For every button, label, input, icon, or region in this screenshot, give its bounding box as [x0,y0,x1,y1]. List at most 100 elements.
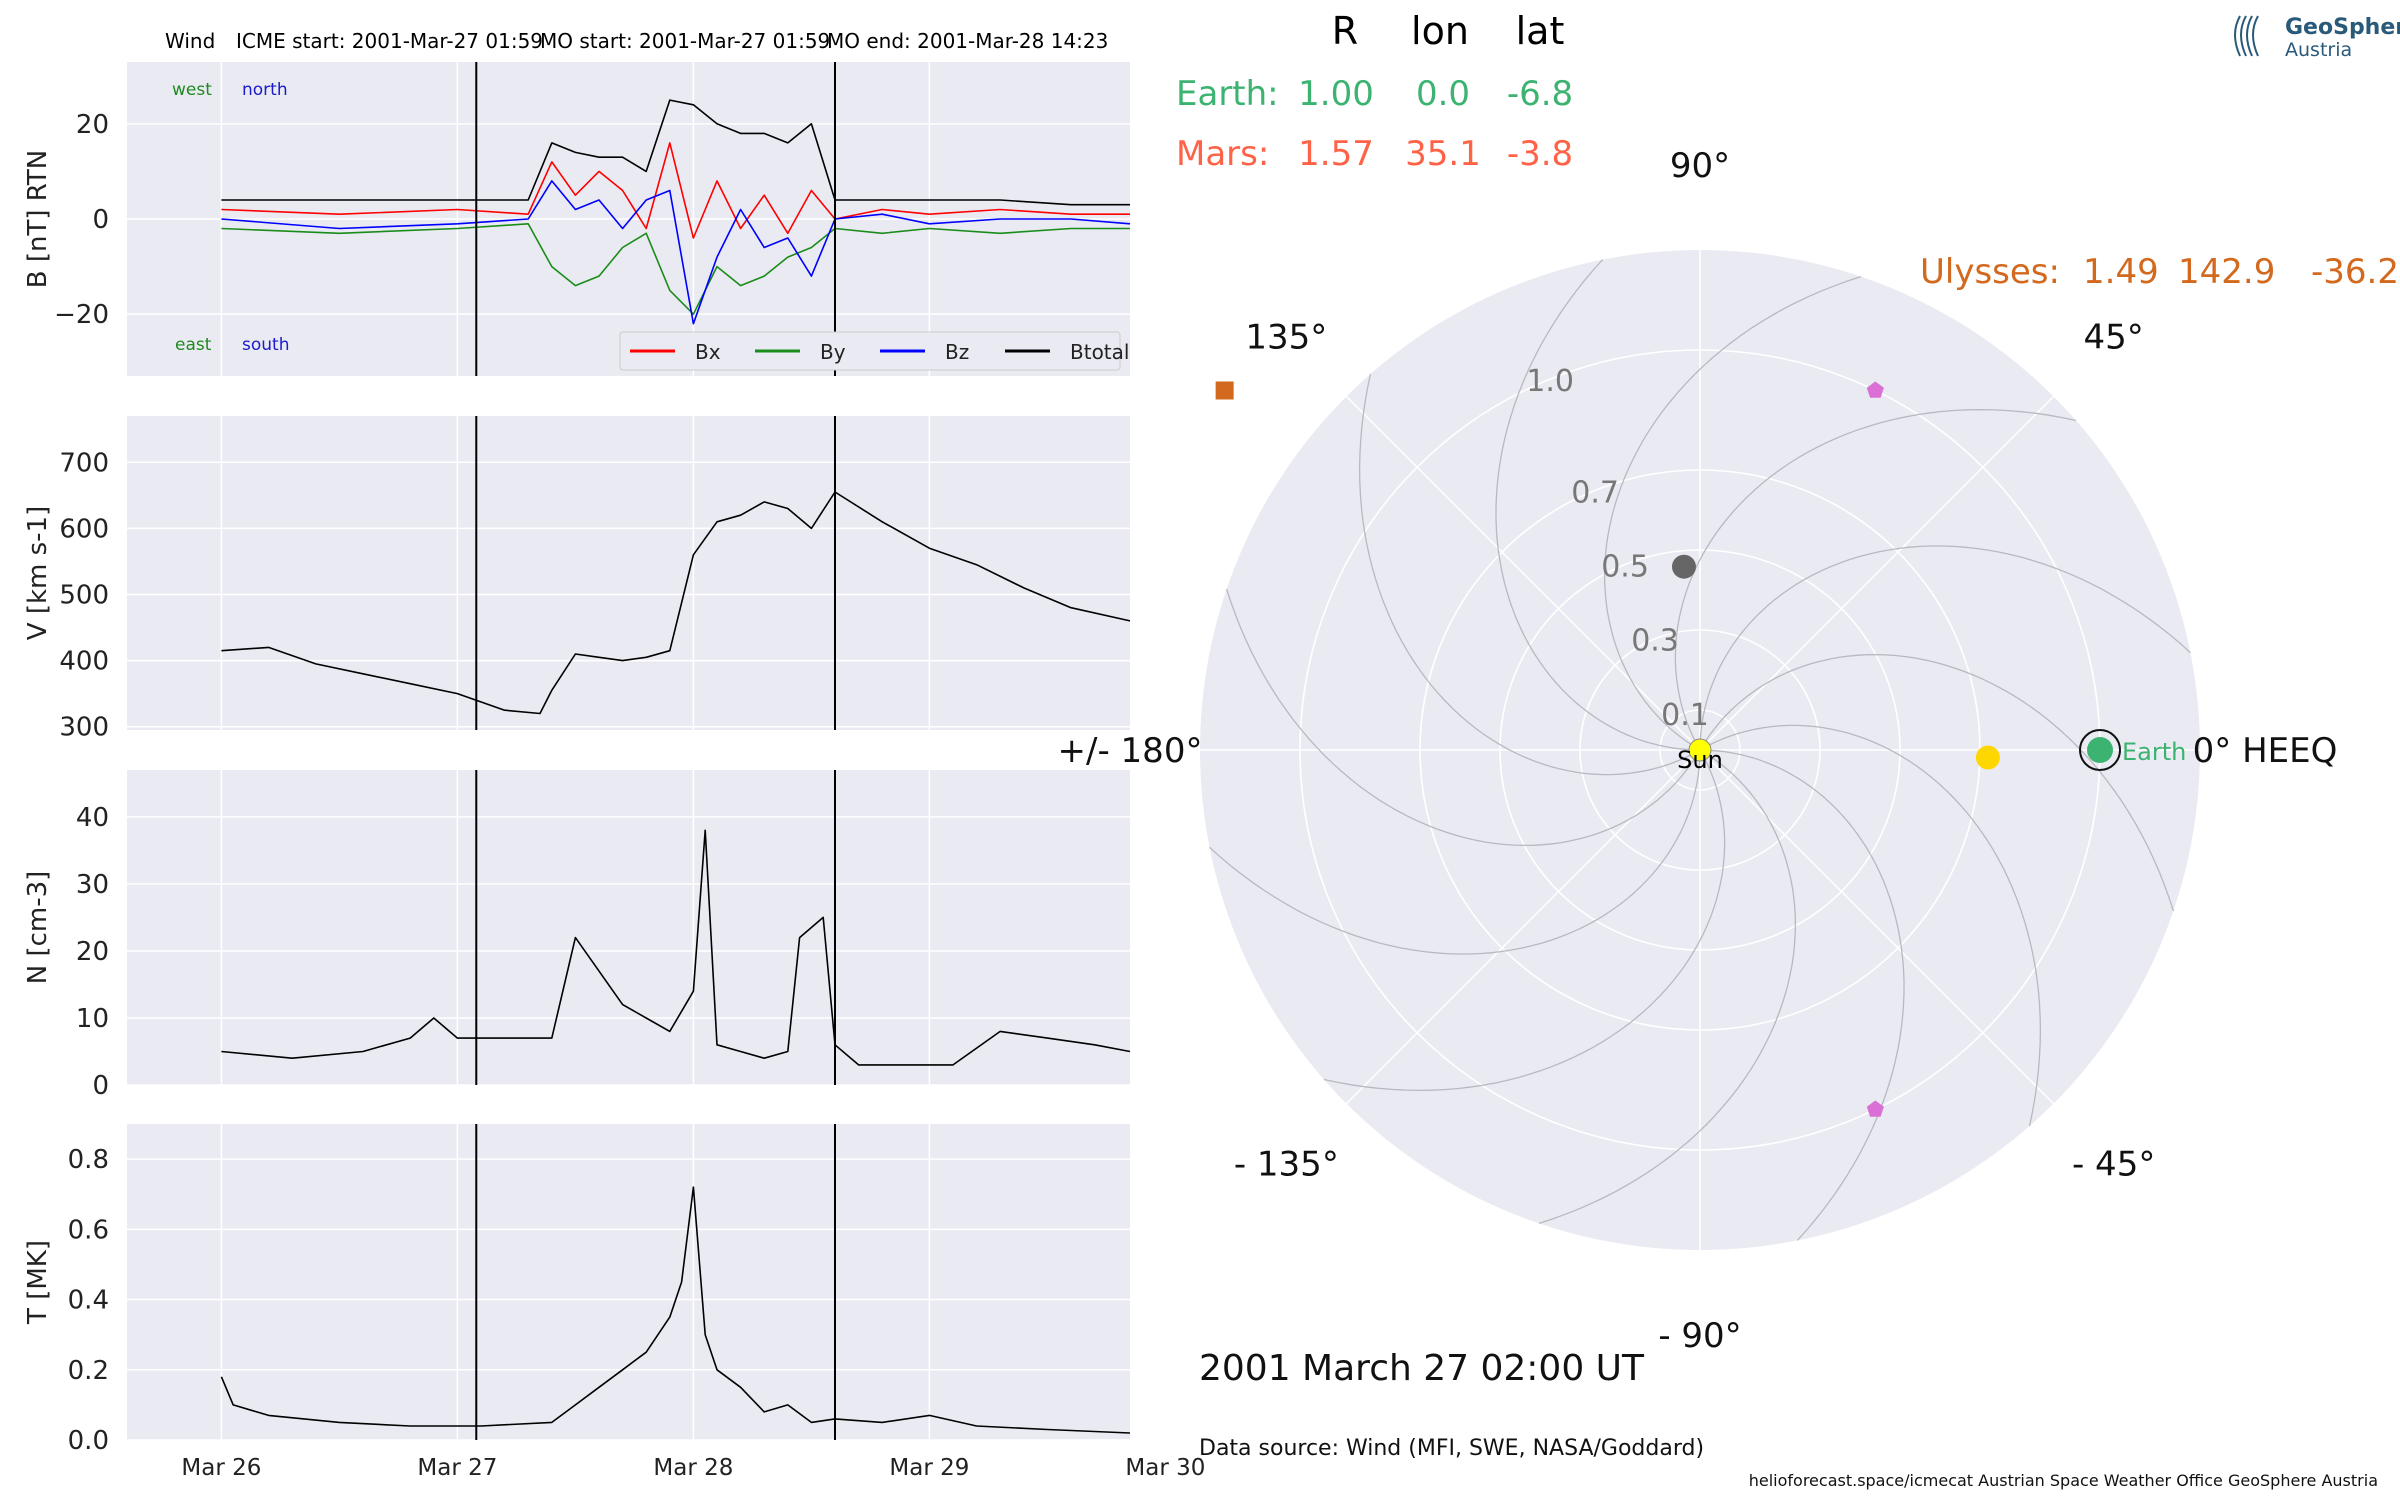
parker-spiral [1358,373,1701,776]
series-line-data [221,829,1131,1066]
timeseries-panels: −20 0 20 B [nT] RTN west north east south Bx By Bz… [23,62,1205,1481]
y-tick-label: 0 [92,205,109,235]
y-axis-label: V [km s-1] [23,506,53,640]
ulysses-label: Ulysses: [1920,252,2060,292]
header-spacecraft: Wind [165,29,215,53]
parker-spiral [1699,545,2191,751]
logo-mark [2252,15,2259,57]
parker-spiral [1603,275,1862,751]
panel-0: −20 0 20 B [nT] RTN west north east south Bx By Bz… [23,62,1167,376]
parker-spiral [1495,259,1701,751]
polar-spoke [1699,749,2055,1105]
y-tick-label: 0 [92,1071,109,1101]
sun-label: Sun [1677,746,1723,774]
x-tick-label: Mar 28 [653,1455,733,1481]
polar-plot: 0.1 0.3 0.5 0.7 1.0 0° HEEQ 45° 90° 135° +/- 180°… [1058,146,2338,1356]
earth-ring [2079,729,2121,771]
parker-spiral [1699,653,2175,912]
row-lon: 0.0 [1416,74,1470,114]
x-tick-label: Mar 30 [1125,1455,1205,1481]
y-tick-label: −20 [54,300,109,330]
row-lat: -3.8 [1507,134,1573,174]
theta-label: 0° HEEQ [2193,731,2338,771]
data-source: Data source: Wind (MFI, SWE, NASA/Goddar… [1199,1436,1704,1461]
y-tick-label: 700 [59,448,109,478]
sun-marker [1688,738,1712,762]
x-tick-label: Mar 29 [889,1455,969,1481]
header-mo-start: MO start: 2001-Mar-27 01:59 [540,29,830,53]
parker-spiral [1225,588,1701,847]
theta-label: - 45° [2072,1145,2155,1185]
series-line-Btotal [221,99,1130,206]
y-axis-label: N [cm-3] [23,871,53,985]
panel-3: 0.0 0.2 0.4 0.6 0.8 T [MK] Mar 26 Mar 27 Mar 28 M… [23,1124,1205,1481]
parker-spiral [1209,749,1701,955]
series-line-data [220,1186,1131,1434]
annotation-south: south [242,335,289,355]
series-line-Bz [221,180,1131,325]
series-line-data [221,491,1131,715]
y-tick-label: 300 [59,713,109,743]
series-line-Bx [221,142,1130,239]
earth-marker [2087,737,2113,763]
legend-label: Btotal [1070,340,1129,364]
row-r: 1.57 [1298,134,1374,174]
y-tick-label: 0.0 [68,1426,109,1456]
parker-spiral [1699,724,2042,1127]
y-tick-label: 40 [76,803,109,833]
logo-line1: GeoSphere [2285,15,2400,40]
row-label: Mars: [1176,134,1269,174]
parker-spiral [1674,408,2077,751]
y-tick-label: 0.8 [68,1145,109,1175]
logo-line2: Austria [2285,39,2352,61]
row-lon: 35.1 [1405,134,1481,174]
x-tick-label: Mar 27 [417,1455,497,1481]
ulysses-marker [1215,381,1234,400]
theta-label: - 90° [1658,1316,1741,1356]
theta-label: +/- 180° [1058,731,1203,771]
y-tick-label: 500 [59,580,109,610]
y-tick-label: 20 [76,110,109,140]
earth-label: Earth [2122,738,2186,766]
radial-tick-label: 0.1 [1661,698,1709,733]
table-header: lat [1516,9,1565,53]
logo-mark [2246,15,2253,57]
parker-spiral [1323,749,1726,1092]
header-icme-start: ICME start: 2001-Mar-27 01:59 [236,29,543,53]
y-tick-label: 30 [76,870,109,900]
radial-tick-label: 1.0 [1526,364,1574,399]
y-axis-label: T [MK] [23,1240,53,1325]
legend-label: By [820,340,846,364]
parker-spiral [1538,749,1797,1225]
radial-tick-label: 0.7 [1571,475,1619,510]
polar-spoke [1345,749,1701,1105]
row-label: Earth: [1176,74,1279,114]
legend-box [619,331,1121,371]
row-lat: -6.8 [1507,74,1573,114]
spacecraft-marker [1866,1100,1884,1117]
table-header: lon [1411,9,1469,53]
radial-tick-label: 0.3 [1631,624,1679,659]
row-r: 1.00 [1298,74,1374,114]
polar-spoke [1345,395,1701,751]
planet-marker [1975,745,2000,770]
y-tick-label: 10 [76,1004,109,1034]
panel-background [127,416,1130,730]
planet-marker [1671,554,1696,579]
parker-spiral [1699,749,1905,1241]
x-tick-label: Mar 26 [181,1455,261,1481]
y-tick-label: 0.2 [68,1356,109,1386]
footer-credits: helioforecast.space/icmecat Austrian Spa… [1749,1471,2378,1490]
y-tick-label: 600 [59,514,109,544]
theta-label: 90° [1670,146,1730,186]
ulysses-lon: 142.9 [2178,252,2275,292]
panel-background [127,1124,1130,1440]
y-tick-label: 20 [76,937,109,967]
annotation-east: east [175,335,212,355]
panel-background [127,770,1130,1085]
